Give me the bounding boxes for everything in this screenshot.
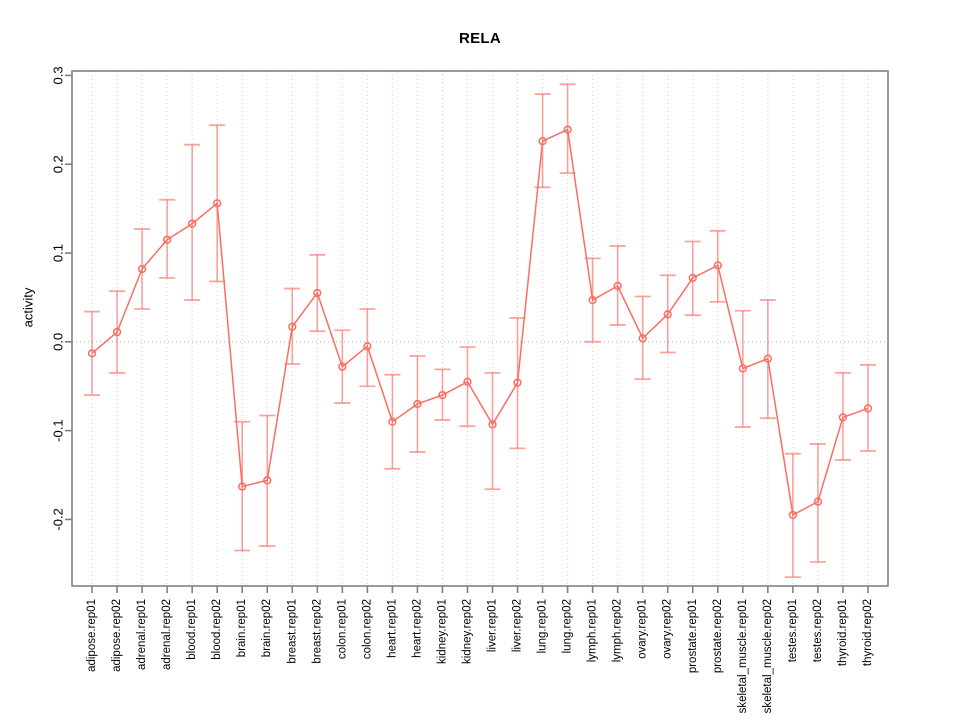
- x-tick-label: thyroid.rep01: [837, 599, 849, 666]
- x-tick-label: thyroid.rep02: [862, 599, 874, 666]
- data-point-marker: [288, 322, 297, 331]
- x-tick-label: colon.rep02: [361, 599, 373, 659]
- data-point-marker: [263, 476, 272, 485]
- x-tick-label: kidney.rep01: [436, 599, 448, 664]
- data-point-marker: [438, 390, 447, 400]
- data-point-marker: [187, 219, 197, 228]
- data-point-marker: [338, 362, 347, 371]
- x-tick-label: breast.rep01: [286, 599, 298, 664]
- error-bars-group: [84, 83, 876, 579]
- x-tick-label: adrenal.rep01: [136, 599, 148, 670]
- plot-frame: [71, 70, 889, 587]
- data-point-marker: [313, 288, 322, 298]
- x-tick-label: adipose.rep02: [111, 599, 123, 672]
- x-tick-label: blood.rep02: [211, 599, 223, 660]
- data-point-marker: [363, 342, 372, 351]
- data-point-marker: [713, 261, 722, 270]
- y-tick-label: -0.2: [51, 508, 66, 530]
- data-line: [91, 128, 869, 517]
- data-point-marker: [613, 281, 622, 291]
- data-point-marker: [638, 334, 647, 343]
- data-markers-group: [87, 125, 873, 520]
- data-point-marker: [563, 125, 572, 134]
- data-point-marker: [538, 136, 547, 146]
- x-tick-label: brain.rep01: [236, 599, 248, 657]
- x-tick-label: ovary.rep02: [662, 599, 674, 659]
- page-title: RELA: [458, 30, 502, 47]
- x-axis: adipose.rep01 adipose.rep02 adrenal.rep01 a…: [86, 586, 874, 713]
- x-tick-label: testes.rep01: [787, 599, 799, 662]
- data-point-marker: [738, 364, 747, 373]
- data-point-marker: [112, 327, 122, 337]
- data-point-marker: [87, 349, 97, 358]
- data-point-marker: [863, 404, 873, 413]
- data-point-marker: [463, 377, 472, 386]
- data-point-marker: [763, 354, 773, 363]
- data-point-marker: [663, 310, 672, 319]
- x-tick-label: skeletal_muscle.rep01: [737, 599, 749, 713]
- y-tick-label: 0.0: [51, 333, 66, 351]
- x-tick-label: prostate.rep01: [687, 599, 699, 673]
- y-tick-label: -0.1: [51, 419, 66, 441]
- x-tick-label: lung.rep01: [537, 599, 549, 653]
- x-tick-label: prostate.rep02: [712, 599, 724, 673]
- data-point-marker: [838, 413, 848, 422]
- data-point-marker: [213, 199, 222, 208]
- data-point-marker: [137, 264, 147, 274]
- data-point-marker: [513, 378, 522, 387]
- gridlines-group: [91, 71, 869, 586]
- series-polyline: [91, 128, 869, 517]
- frame-rect: [71, 70, 889, 587]
- x-tick-label: liver.rep01: [487, 599, 499, 652]
- x-tick-label: ovary.rep01: [637, 599, 649, 659]
- x-tick-label: colon.rep01: [336, 599, 348, 659]
- x-tick-label: heart.rep02: [411, 599, 423, 658]
- x-tick-label: kidney.rep02: [461, 599, 473, 664]
- data-point-marker: [238, 482, 247, 491]
- data-point-marker: [788, 510, 798, 520]
- data-point-marker: [413, 399, 422, 409]
- x-tick-label: blood.rep01: [186, 599, 198, 660]
- data-point-marker: [588, 295, 597, 305]
- x-tick-label: lung.rep02: [562, 599, 574, 653]
- data-point-marker: [162, 235, 172, 244]
- data-point-marker: [813, 497, 823, 506]
- x-tick-label: liver.rep02: [512, 599, 524, 652]
- y-tick-label: 0.1: [51, 244, 66, 262]
- data-point-marker: [688, 273, 697, 283]
- x-tick-label: skeletal_muscle.rep02: [762, 599, 774, 713]
- x-tick-label: brain.rep02: [261, 599, 273, 657]
- x-tick-label: lymph.rep01: [587, 599, 599, 662]
- x-tick-label: lymph.rep02: [612, 599, 624, 662]
- x-tick-label: adrenal.rep02: [161, 599, 173, 670]
- x-tick-label: breast.rep02: [311, 599, 323, 664]
- x-tick-label: testes.rep02: [812, 599, 824, 662]
- data-point-marker: [488, 420, 497, 429]
- y-axis: -0.2 -0.1 0.0 0.1 0.2 0.3: [51, 66, 72, 531]
- x-tick-label: adipose.rep01: [86, 599, 98, 672]
- x-tick-label: heart.rep01: [386, 599, 398, 658]
- y-axis-label: activity: [20, 287, 36, 328]
- data-point-marker: [388, 417, 397, 426]
- y-tick-label: 0.3: [51, 66, 66, 84]
- y-tick-label: 0.2: [51, 155, 66, 173]
